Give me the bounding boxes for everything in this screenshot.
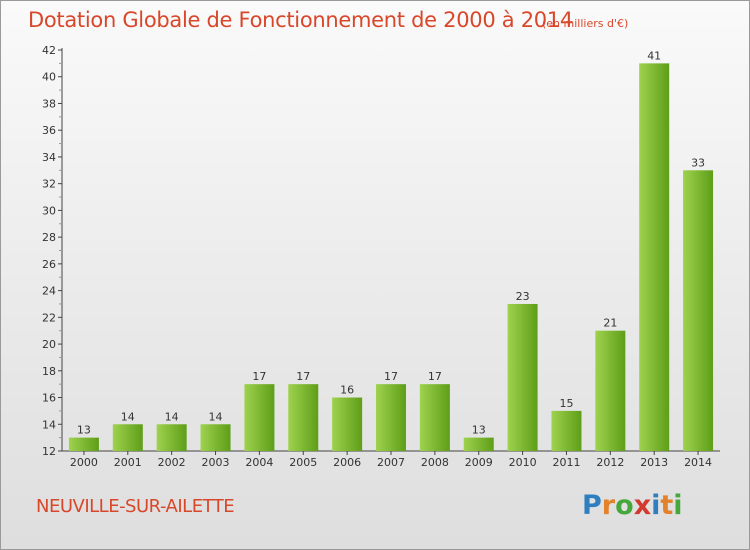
y-tick-label: 28 — [42, 231, 56, 244]
bar-value-label: 14 — [209, 410, 223, 423]
x-tick-label: 2013 — [640, 456, 668, 469]
y-tick-label: 16 — [42, 392, 56, 405]
logo-letter: r — [601, 490, 616, 521]
bar — [68, 437, 99, 451]
x-tick-label: 2010 — [509, 456, 537, 469]
logo-letter: i — [673, 490, 683, 521]
y-tick-label: 14 — [42, 418, 56, 431]
x-tick-label: 2005 — [289, 456, 317, 469]
y-tick-label: 22 — [42, 311, 56, 324]
bar — [112, 424, 143, 451]
bar — [200, 424, 231, 451]
bar — [244, 384, 275, 451]
logo-letter: o — [615, 490, 634, 521]
bar — [419, 384, 450, 451]
x-tick-label: 2011 — [552, 456, 580, 469]
bar — [595, 330, 626, 451]
y-tick-label: 12 — [42, 445, 56, 458]
y-tick-label: 20 — [42, 338, 56, 351]
bar — [639, 63, 670, 451]
logo-letter: x — [633, 490, 652, 521]
bar — [507, 303, 538, 451]
x-tick-label: 2012 — [596, 456, 624, 469]
logo-letter: P — [582, 490, 602, 521]
bar-value-label: 17 — [252, 370, 266, 383]
bar-value-label: 13 — [77, 424, 91, 437]
y-tick-label: 36 — [42, 124, 56, 137]
x-tick-label: 2003 — [202, 456, 230, 469]
x-tick-label: 2006 — [333, 456, 361, 469]
bar — [551, 410, 582, 451]
bar — [683, 170, 714, 452]
bar — [332, 397, 363, 451]
chart-unit-note: (en milliers d'€) — [542, 17, 629, 30]
x-tick-label: 2009 — [465, 456, 493, 469]
bar-value-label: 41 — [647, 49, 661, 62]
x-tick-label: 2001 — [114, 456, 142, 469]
y-tick-label: 34 — [42, 151, 56, 164]
x-tick-label: 2004 — [245, 456, 273, 469]
bar — [288, 384, 319, 451]
bar-value-label: 33 — [691, 156, 705, 169]
bar — [376, 384, 406, 451]
logo-letter: i — [651, 490, 661, 521]
y-tick-label: 42 — [42, 44, 56, 57]
y-tick-label: 38 — [42, 97, 56, 110]
bar-value-label: 17 — [384, 370, 398, 383]
commune-name: NEUVILLE-SUR-AILETTE — [36, 496, 235, 517]
bar — [156, 424, 187, 451]
bar-value-label: 17 — [428, 370, 442, 383]
y-tick-label: 18 — [42, 365, 56, 378]
bar-value-label: 16 — [340, 384, 354, 397]
y-tick-label: 26 — [42, 258, 56, 271]
y-tick-label: 30 — [42, 204, 56, 217]
bar-value-label: 14 — [121, 410, 135, 423]
y-tick-label: 40 — [42, 71, 56, 84]
bar-value-label: 14 — [165, 410, 179, 423]
y-tick-label: 24 — [42, 285, 56, 298]
logo-letter: t — [660, 490, 674, 521]
x-tick-label: 2002 — [158, 456, 186, 469]
x-tick-label: 2000 — [70, 456, 98, 469]
proxiti-logo: Proxiti — [582, 490, 683, 521]
x-tick-label: 2007 — [377, 456, 405, 469]
bar-value-label: 23 — [516, 290, 530, 303]
bar — [463, 437, 494, 451]
bar-value-label: 15 — [559, 397, 573, 410]
x-tick-label: 2008 — [421, 456, 449, 469]
y-tick-label: 32 — [42, 178, 56, 191]
bar-value-label: 21 — [603, 317, 617, 330]
chart-title: Dotation Globale de Fonctionnement de 20… — [28, 8, 573, 32]
x-tick-label: 2014 — [684, 456, 712, 469]
bar-value-label: 13 — [472, 424, 486, 437]
bar-value-label: 17 — [296, 370, 310, 383]
